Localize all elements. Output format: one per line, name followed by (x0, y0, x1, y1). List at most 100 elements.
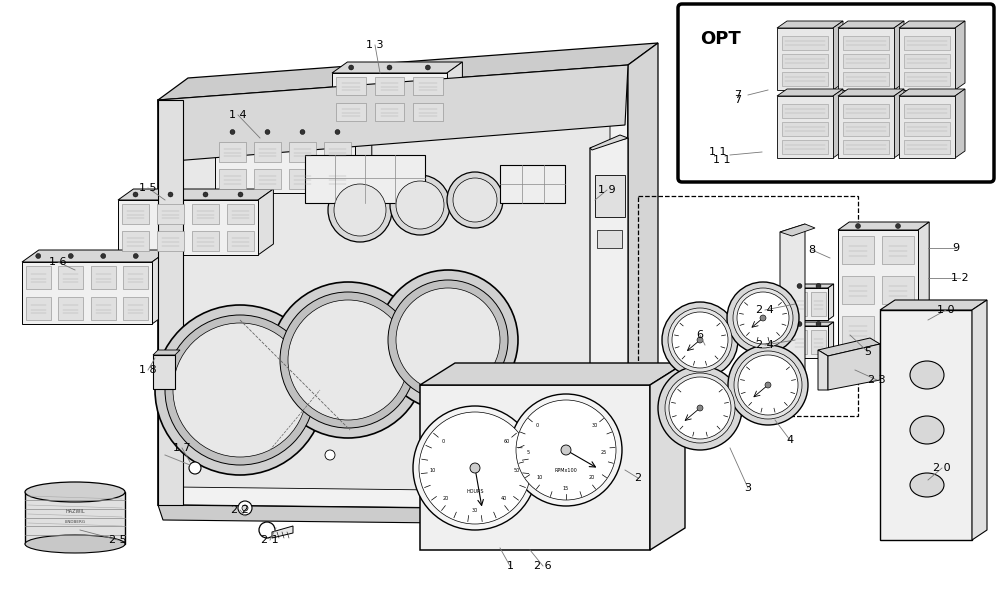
Circle shape (727, 282, 799, 354)
Polygon shape (176, 83, 610, 492)
Text: 3: 3 (744, 483, 752, 493)
Polygon shape (790, 288, 828, 320)
Bar (597, 230, 622, 248)
Text: 1 8: 1 8 (139, 365, 157, 375)
Circle shape (173, 323, 307, 457)
Bar (843, 72, 889, 86)
Bar (58, 266, 83, 288)
Text: 1 5: 1 5 (139, 183, 157, 193)
Polygon shape (780, 224, 815, 236)
Polygon shape (780, 224, 805, 385)
Circle shape (328, 178, 392, 242)
Text: 5: 5 (864, 347, 872, 357)
Bar (192, 204, 219, 224)
Text: 40: 40 (501, 496, 507, 501)
Circle shape (797, 284, 802, 288)
Polygon shape (790, 326, 828, 358)
Bar (157, 231, 184, 251)
Bar (595, 175, 625, 217)
Bar (904, 36, 950, 50)
Ellipse shape (25, 482, 125, 502)
Polygon shape (899, 89, 965, 96)
Polygon shape (777, 21, 843, 28)
Polygon shape (894, 89, 904, 158)
Polygon shape (447, 62, 462, 125)
Bar (843, 104, 889, 118)
Bar (219, 169, 246, 189)
Text: LINDBERG: LINDBERG (64, 520, 86, 524)
Polygon shape (790, 284, 834, 288)
Polygon shape (777, 96, 833, 158)
Circle shape (203, 192, 208, 197)
Text: 1: 1 (507, 561, 514, 571)
Polygon shape (258, 189, 273, 255)
Text: 25: 25 (601, 450, 607, 455)
Bar (782, 104, 828, 118)
Bar (904, 140, 950, 154)
Circle shape (728, 345, 808, 425)
Text: 2 0: 2 0 (933, 463, 951, 473)
Text: 20: 20 (589, 475, 595, 480)
Text: 0: 0 (441, 439, 444, 443)
Bar (336, 103, 366, 122)
Bar (882, 316, 914, 344)
Circle shape (396, 181, 444, 229)
Bar (782, 140, 828, 154)
Bar (843, 122, 889, 136)
Circle shape (896, 224, 900, 228)
Bar (882, 235, 914, 265)
Polygon shape (880, 310, 972, 540)
Polygon shape (272, 526, 293, 538)
Polygon shape (838, 28, 894, 90)
Circle shape (737, 292, 789, 344)
Text: 1 9: 1 9 (598, 185, 616, 195)
Polygon shape (332, 73, 447, 125)
Text: 1 7: 1 7 (173, 443, 191, 453)
Text: 2 2: 2 2 (231, 505, 249, 515)
Text: 10: 10 (537, 475, 543, 480)
Circle shape (230, 129, 235, 135)
Circle shape (561, 445, 571, 455)
Bar (882, 275, 914, 305)
Polygon shape (118, 200, 258, 255)
Bar (500, 165, 565, 203)
Bar (638, 196, 858, 416)
Bar (91, 297, 116, 319)
Polygon shape (215, 126, 372, 138)
Polygon shape (838, 96, 894, 158)
Bar (843, 54, 889, 68)
Text: RPMx100: RPMx100 (555, 468, 577, 473)
Circle shape (388, 280, 508, 400)
Bar (122, 231, 149, 251)
FancyBboxPatch shape (678, 4, 994, 182)
Circle shape (288, 300, 408, 420)
Polygon shape (828, 322, 834, 358)
Circle shape (668, 308, 732, 372)
Bar (782, 122, 828, 136)
Polygon shape (955, 21, 965, 90)
Circle shape (665, 373, 735, 443)
Circle shape (349, 65, 354, 70)
Text: 7: 7 (734, 95, 742, 105)
Bar (91, 266, 116, 288)
Text: 0: 0 (535, 423, 538, 428)
Circle shape (168, 192, 173, 197)
Bar (843, 140, 889, 154)
Ellipse shape (910, 361, 944, 389)
Bar (324, 142, 351, 162)
Bar (904, 104, 950, 118)
Bar (904, 72, 950, 86)
Text: 7: 7 (734, 90, 742, 100)
Text: 1 1: 1 1 (709, 147, 727, 157)
Text: 1 2: 1 2 (951, 273, 969, 283)
Polygon shape (420, 363, 685, 385)
Bar (123, 266, 148, 288)
Text: 5: 5 (527, 450, 530, 455)
Circle shape (133, 192, 138, 197)
Bar (811, 293, 826, 315)
Bar (375, 77, 404, 95)
Circle shape (36, 253, 41, 259)
Polygon shape (918, 222, 929, 350)
Circle shape (396, 288, 500, 392)
Bar (289, 142, 316, 162)
